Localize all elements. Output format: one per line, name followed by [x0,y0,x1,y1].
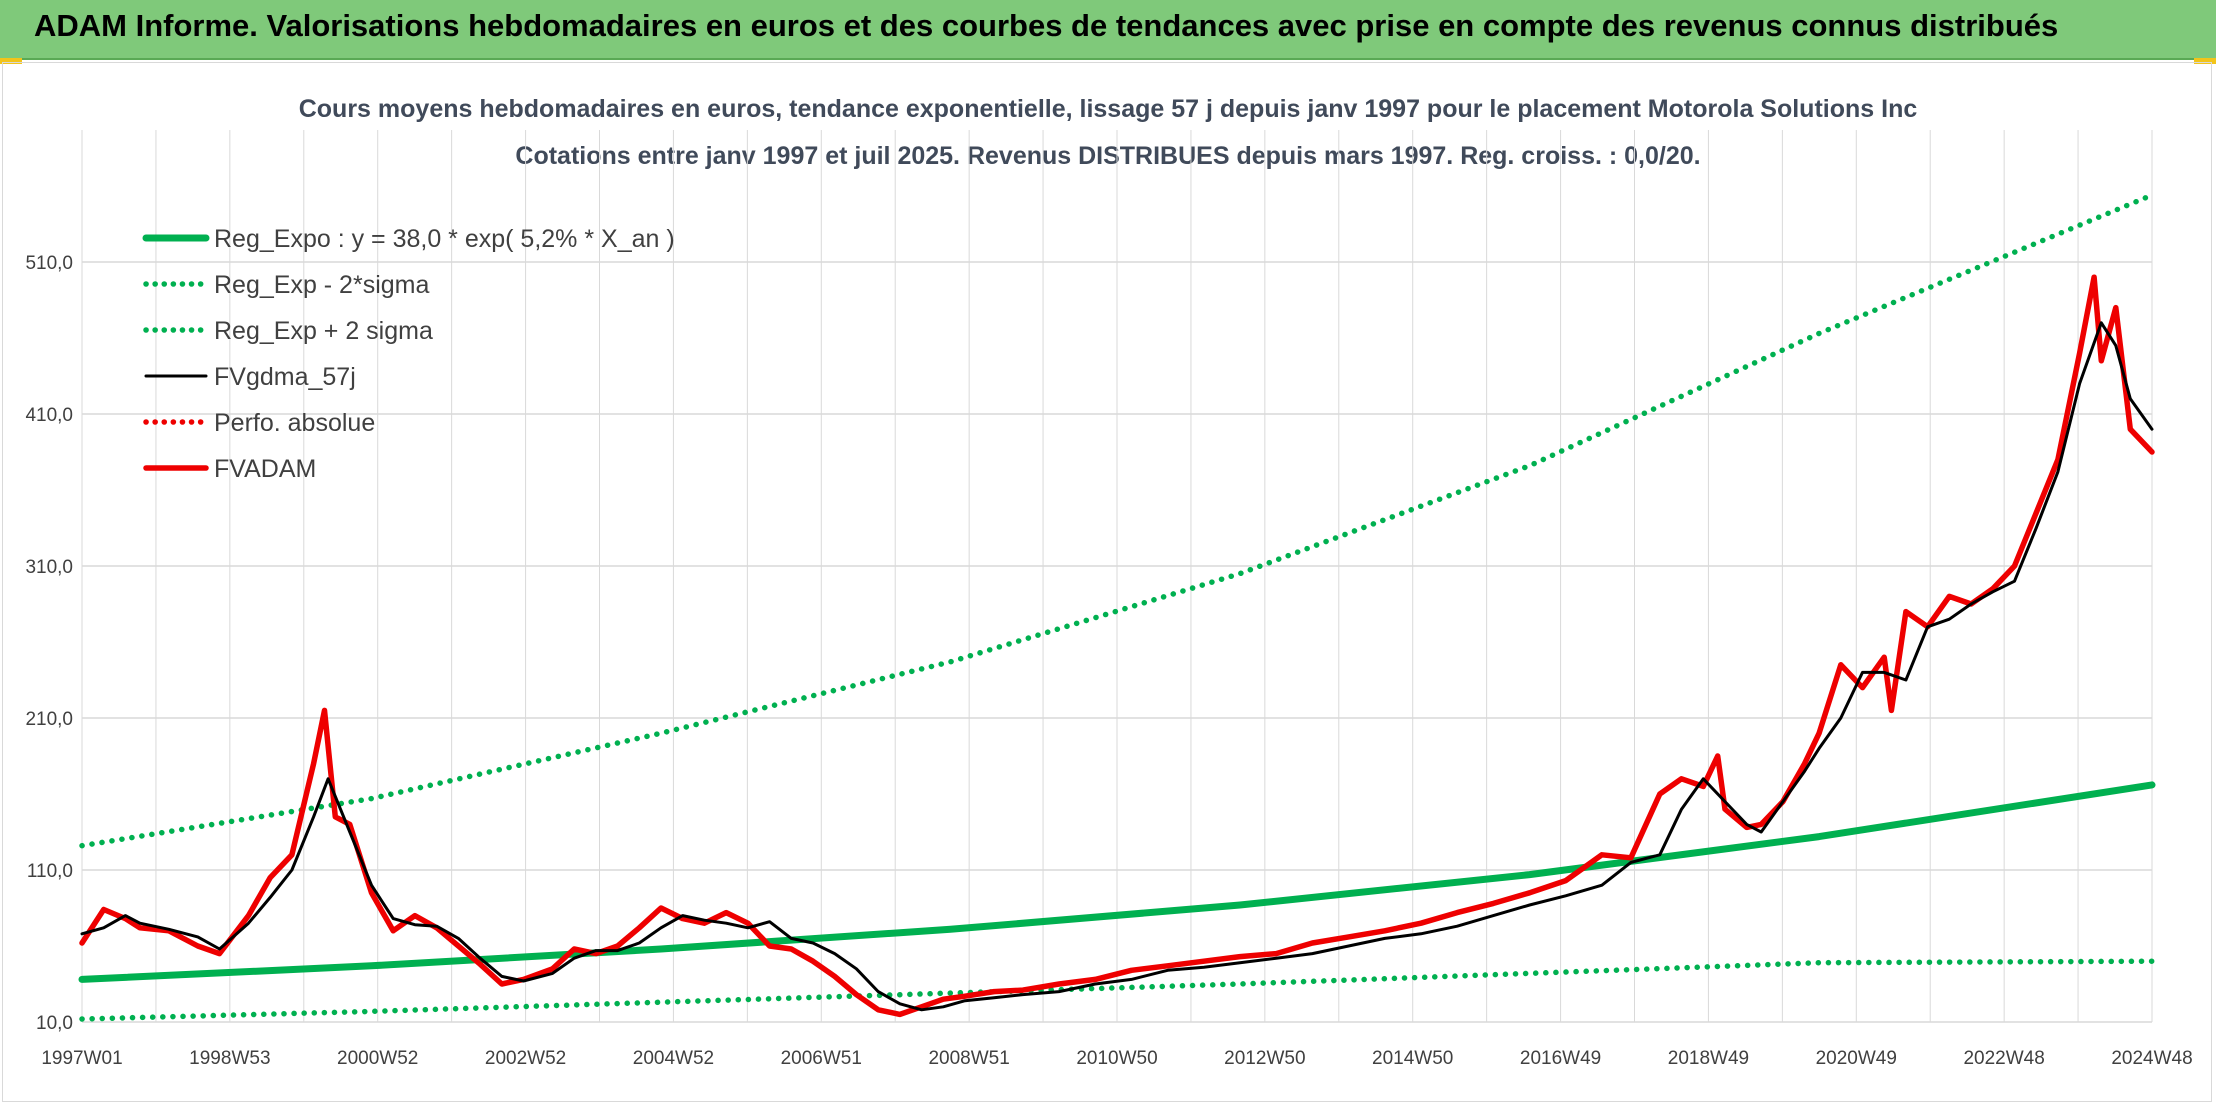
series-line-3 [80,321,2154,1012]
grid [81,130,2153,1023]
x-tick-label: 2018W49 [1668,1048,1749,1069]
x-tick-label: 2012W50 [1224,1048,1305,1069]
x-tick-label: 2008W51 [928,1048,1009,1069]
x-tick-label: 1998W53 [189,1048,270,1069]
legend-label: Reg_Expo : y = 38,0 * exp( 5,2% * X_an ) [214,225,675,253]
x-tick-label: 2024W48 [2111,1048,2192,1069]
series-line-2 [79,192,2155,849]
x-tick-label: 2004W52 [633,1048,714,1069]
y-tick-label: 110,0 [27,861,73,882]
x-tick-label: 1997W01 [41,1048,122,1069]
series-lines [78,192,2156,1022]
banner-corner-left [0,58,22,64]
legend-label: Reg_Exp + 2 sigma [214,317,433,345]
chart-frame [2,62,2212,1102]
legend-label: Perfo. absolue [214,409,375,437]
x-tick-label: 2006W51 [781,1048,862,1069]
y-tick-label: 10,0 [36,1013,73,1034]
x-tick-label: 2000W52 [337,1048,418,1069]
y-tick-label: 310,0 [25,557,73,578]
x-tick-label: 2020W49 [1816,1048,1897,1069]
y-tick-label: 210,0 [25,709,73,730]
legend-label: FVgdma_57j [214,363,356,391]
legend: Reg_Expo : y = 38,0 * exp( 5,2% * X_an )… [142,225,675,483]
series-line-5 [79,274,2155,1018]
legend-label: Reg_Exp - 2*sigma [214,271,429,299]
y-tick-label: 510,0 [25,253,73,274]
x-axis-ticks: 1997W01 1998W53 2000W52 2002W52 2004W52 2006W… [41,1048,2192,1069]
banner-corner-right [2194,58,2216,64]
report-title: ADAM Informe. Valorisations hebdomadaire… [34,8,2059,43]
x-tick-label: 2002W52 [485,1048,566,1069]
series-line-0 [78,781,2156,983]
chart-subtitle: Cotations entre janv 1997 et juil 2025. … [515,142,1700,170]
y-axis-ticks: 10,0 110,0 210,0 310,0 410,0 510,0 [25,253,73,1034]
x-tick-label: 2014W50 [1372,1048,1453,1069]
x-tick-label: 2010W50 [1076,1048,1157,1069]
chart-title: Cours moyens hebdomadaires en euros, ten… [299,95,1918,123]
x-tick-label: 2016W49 [1520,1048,1601,1069]
x-tick-label: 2022W48 [1963,1048,2044,1069]
legend-label: FVADAM [214,455,316,483]
report-banner: ADAM Informe. Valorisations hebdomadaire… [0,0,2216,60]
y-tick-label: 410,0 [25,405,73,426]
